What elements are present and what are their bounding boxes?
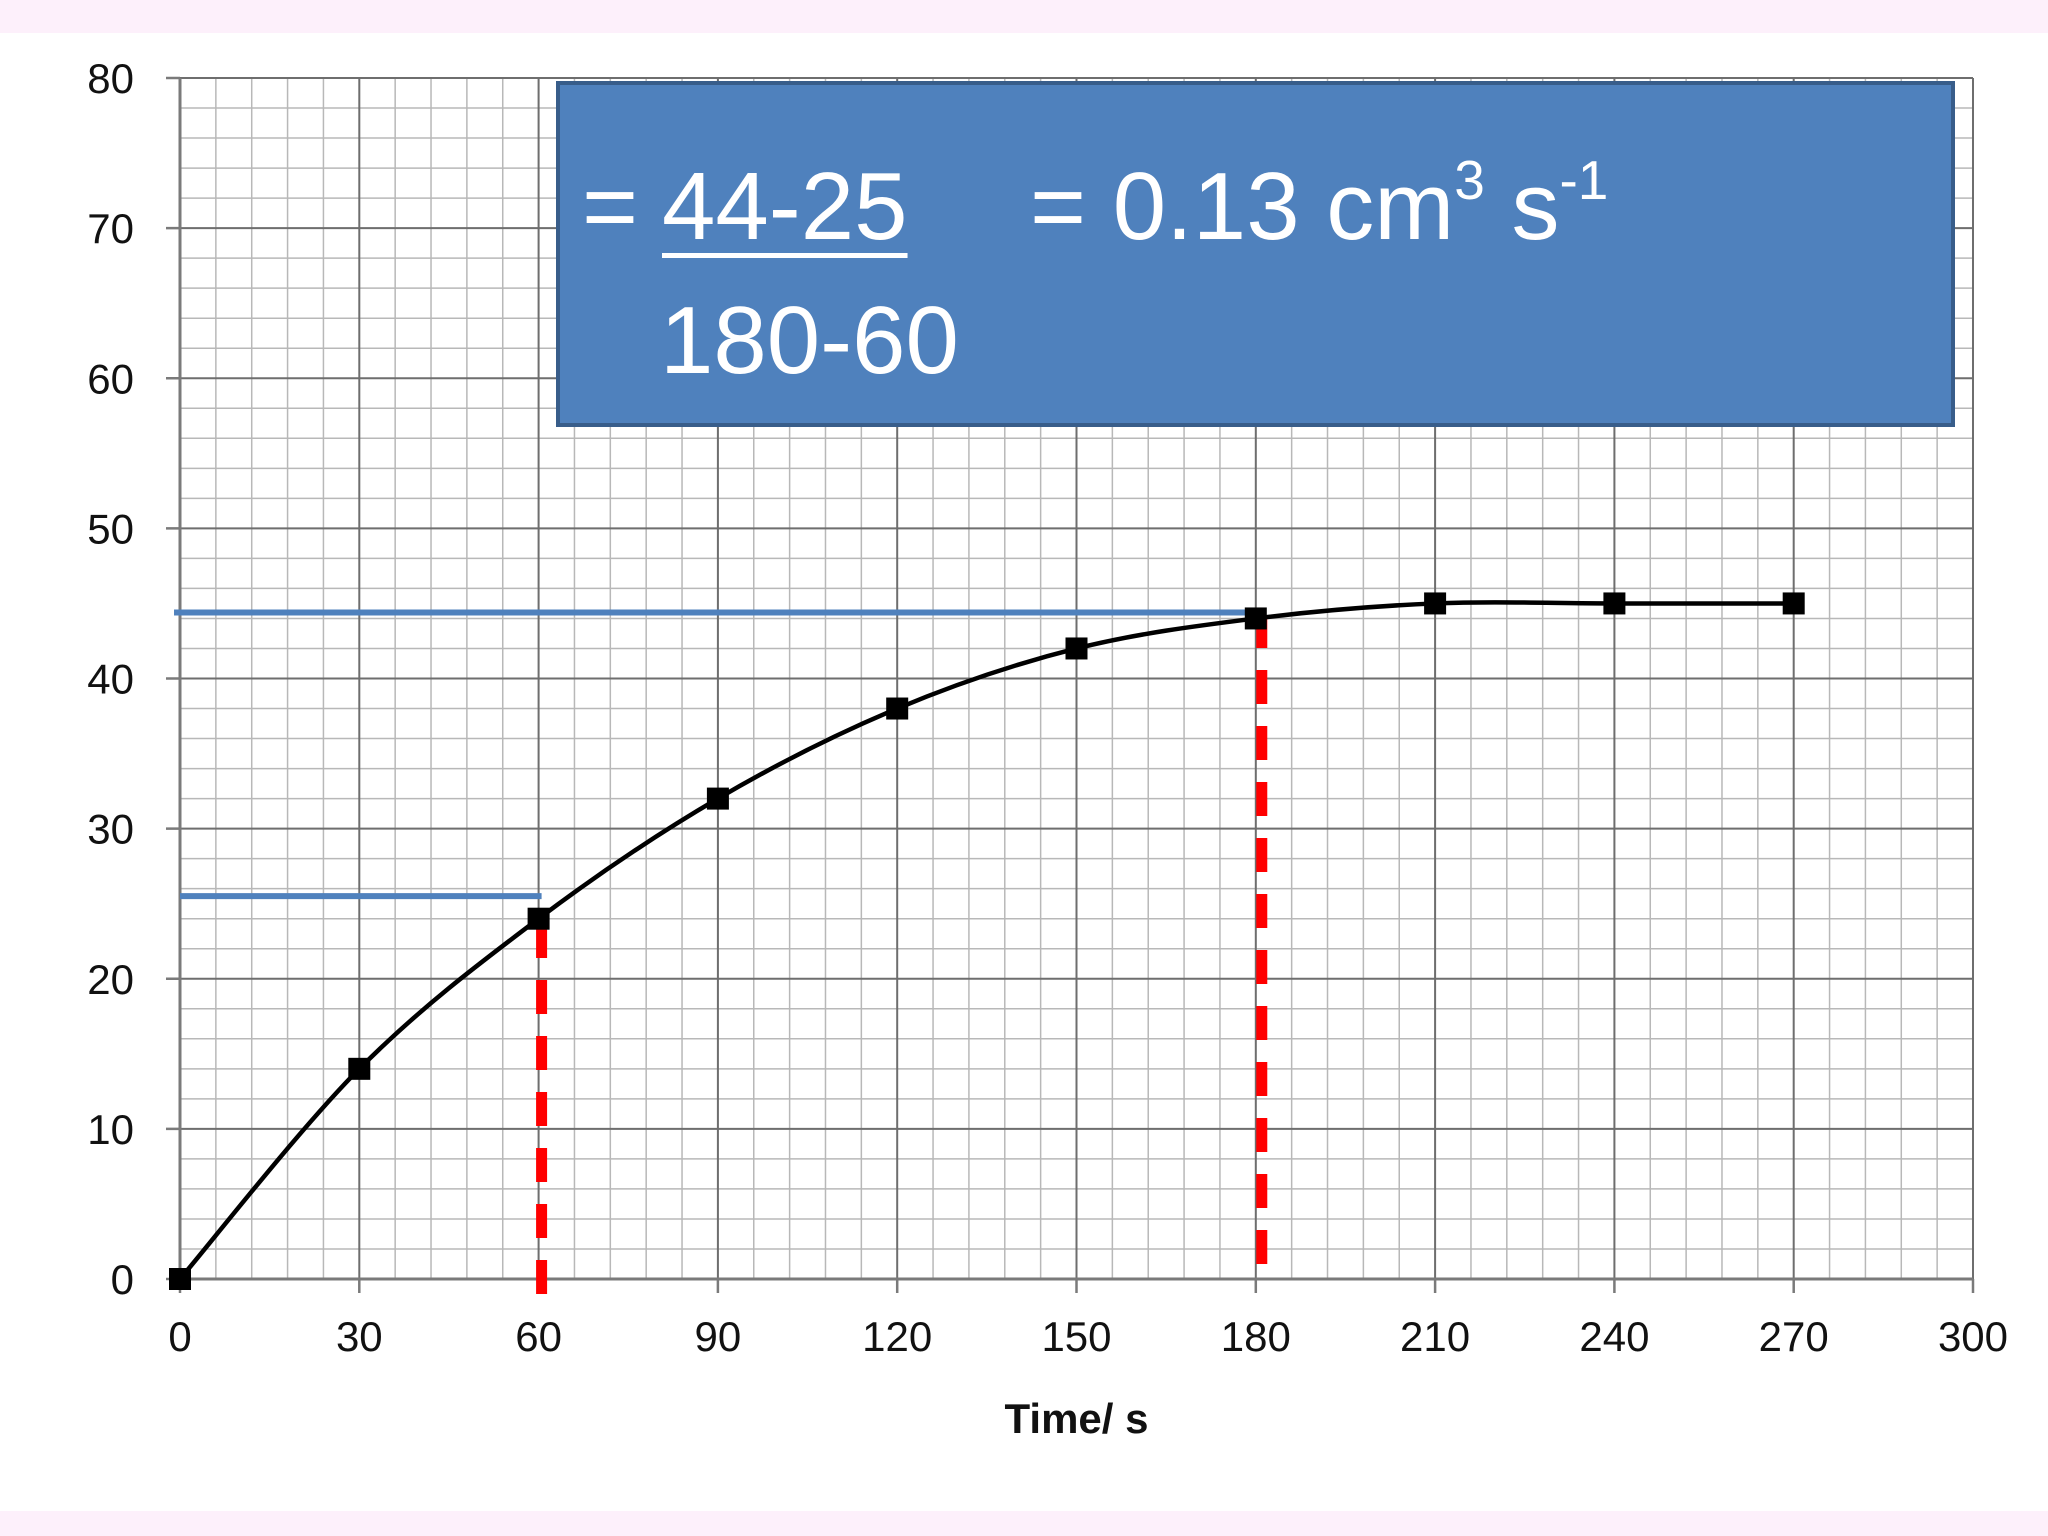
y-tick-label: 20: [87, 956, 134, 1003]
x-tick-label: 300: [1938, 1313, 2008, 1360]
x-tick-label: 60: [515, 1313, 562, 1360]
x-tick-label: 180: [1221, 1313, 1291, 1360]
result-superscript-cubed: 3: [1454, 149, 1485, 211]
data-point-marker: [1244, 607, 1267, 630]
blue-reference-lines: [174, 609, 1262, 900]
data-point-marker: [706, 787, 729, 810]
formula-denominator: 180-60: [660, 287, 959, 394]
formula-result: = 0.13 cm3 s-1: [1030, 153, 1608, 255]
y-tick-label: 0: [111, 1256, 134, 1303]
x-tick-label: 240: [1579, 1313, 1649, 1360]
data-point-marker: [1782, 592, 1805, 615]
data-point-marker: [527, 907, 550, 930]
y-tick-labels: 0 10 20 30 40 50 60 70 80: [87, 55, 134, 1303]
result-superscript-minus-one: -1: [1559, 149, 1609, 211]
series-line: [178, 600, 1794, 1281]
y-tick-label: 80: [87, 55, 134, 102]
data-point-marker: [1603, 592, 1626, 615]
x-tick-label: 30: [336, 1313, 383, 1360]
y-tick-label: 30: [87, 806, 134, 853]
slide-area: 0 30 60 90 120 150 180 210 240 270 300 0 10 20 30 40 50…: [0, 33, 2048, 1511]
x-axis-title: Time/ s: [1005, 1395, 1149, 1442]
data-point-marker: [1424, 592, 1447, 615]
x-tick-label: 90: [695, 1313, 742, 1360]
data-point-marker: [886, 697, 909, 720]
x-tick-labels: 0 30 60 90 120 150 180 210 240 270 300: [168, 1313, 2008, 1360]
x-tick-label: 120: [862, 1313, 932, 1360]
y-tick-label: 40: [87, 656, 134, 703]
red-dashed-lines: [536, 618, 1268, 1295]
data-point-marker: [169, 1268, 191, 1290]
data-point-marker: [348, 1057, 371, 1080]
axes: [166, 76, 1975, 1293]
y-tick-label: 60: [87, 355, 134, 402]
y-tick-label: 50: [87, 505, 134, 552]
formula-box: = 44-25 = 0.13 cm3 s-1 180-60: [556, 81, 1955, 427]
x-tick-label: 0: [168, 1313, 191, 1360]
y-tick-label: 70: [87, 205, 134, 252]
equals-sign: =: [582, 153, 639, 260]
y-tick-label: 10: [87, 1106, 134, 1153]
result-text: = 0.13 cm: [1030, 153, 1455, 260]
series-markers: [169, 592, 1805, 1290]
x-tick-label: 150: [1041, 1313, 1111, 1360]
data-point-marker: [1065, 637, 1088, 660]
x-tick-label: 270: [1759, 1313, 1829, 1360]
x-tick-label: 210: [1400, 1313, 1470, 1360]
result-unit-seconds: s: [1484, 153, 1560, 260]
formula-numerator: 44-25: [662, 153, 908, 260]
